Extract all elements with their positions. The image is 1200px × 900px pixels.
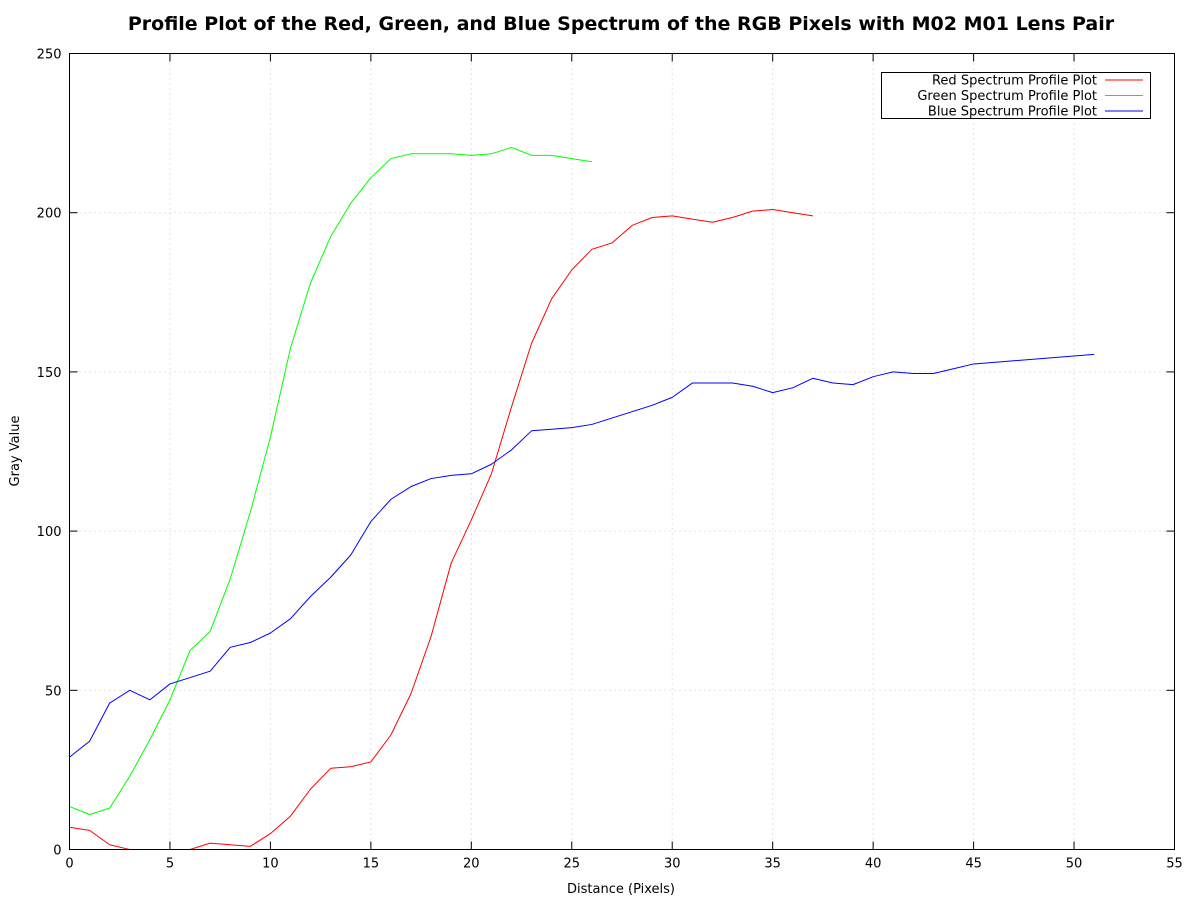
y-tick-label: 0: [53, 844, 61, 859]
x-tick-label: 35: [764, 857, 781, 872]
green-legend-label: Green Spectrum Profile Plot: [917, 89, 1097, 104]
x-tick-label: 5: [166, 857, 174, 872]
x-tick-label: 45: [965, 857, 982, 872]
axis-ticks: 0 5 10 15 20 25 30 35 40 45 50 55 0 50 100 150 200 250: [37, 48, 1183, 872]
x-tick-label: 55: [1166, 857, 1183, 872]
plot-frame: [69, 53, 1175, 850]
x-tick-label: 30: [664, 857, 681, 872]
x-tick-label: 25: [563, 857, 580, 872]
y-tick-label: 50: [45, 684, 62, 699]
blue-legend-label: Blue Spectrum Profile Plot: [928, 105, 1097, 120]
x-tick-label: 20: [463, 857, 480, 872]
x-tick-label: 10: [262, 857, 279, 872]
y-tick-label: 200: [37, 207, 62, 222]
x-tick-label: 15: [363, 857, 380, 872]
green-series-line: [69, 146, 592, 815]
y-tick-label: 250: [37, 48, 62, 63]
y-tick-label: 100: [37, 525, 62, 540]
grid-lines: [69, 53, 1175, 850]
x-tick-label: 40: [865, 857, 882, 872]
series-lines: [69, 146, 1095, 850]
chart-title: Profile Plot of the Red, Green, and Blue…: [128, 13, 1115, 35]
red-series-line: [69, 209, 813, 850]
y-axis-label: Gray Value: [8, 416, 23, 487]
y-tick-label: 150: [37, 366, 62, 381]
x-tick-label: 50: [1066, 857, 1083, 872]
blue-series-line: [69, 353, 1095, 758]
red-legend-label: Red Spectrum Profile Plot: [932, 74, 1097, 89]
x-axis-label: Distance (Pixels): [567, 882, 675, 897]
x-tick-label: 0: [65, 857, 73, 872]
